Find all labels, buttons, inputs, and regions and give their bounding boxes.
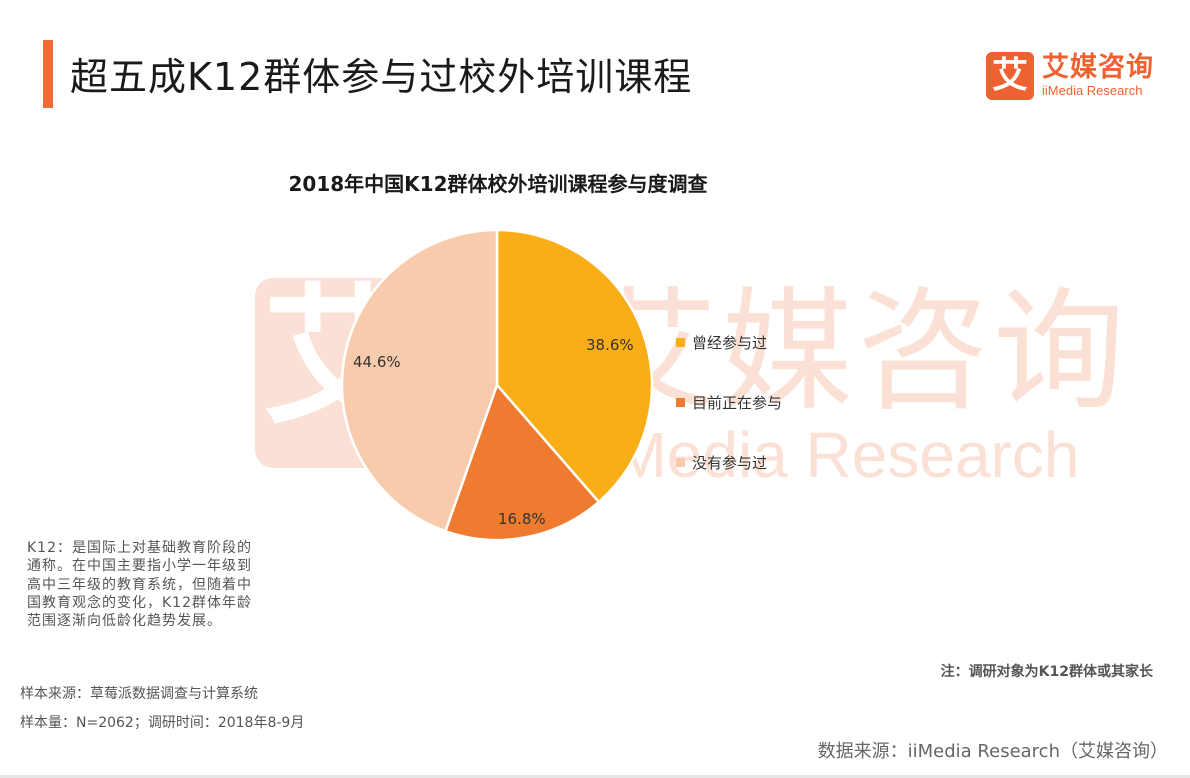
legend-label: 曾经参与过 [692, 333, 768, 352]
k12-definition-note: K12：是国际上对基础教育阶段的通称。在中国主要指小学一年级到高中三年级的教育系… [27, 540, 252, 630]
slice-label-participating: 16.8% [498, 510, 546, 528]
legend-label: 目前正在参与 [692, 393, 783, 412]
legend-item-never: 没有参与过 [676, 452, 782, 472]
bottom-divider [0, 775, 1190, 778]
logo-name-en: iiMedia Research [1042, 83, 1143, 98]
iimedia-logo: 艾 艾媒咨询 iiMedia Research [986, 52, 1154, 100]
pie-slice [495, 228, 654, 504]
legend-swatch-icon [676, 337, 685, 347]
legend-swatch-icon [676, 397, 685, 407]
sample-source: 样本来源：草莓派数据调查与计算系统 [20, 686, 258, 702]
chart-legend: 曾经参与过 目前正在参与 没有参与过 [676, 332, 782, 512]
slice-label-never: 44.6% [353, 353, 401, 371]
legend-swatch-icon [676, 457, 685, 467]
legend-label: 没有参与过 [692, 453, 768, 472]
slice-label-participated: 38.6% [586, 336, 634, 354]
chart-title: 2018年中国K12群体校外培训课程参与度调查 [288, 172, 708, 196]
survey-subject-note: 注：调研对象为K12群体或其家长 [940, 664, 1153, 680]
sample-size: 样本量：N=2062；调研时间：2018年8-9月 [20, 715, 305, 731]
title-accent-bar [43, 40, 53, 108]
logo-name-cn: 艾媒咨询 [1042, 52, 1154, 83]
data-source: 数据来源：iiMedia Research（艾媒咨询） [817, 741, 1168, 762]
legend-item-participated: 曾经参与过 [676, 332, 782, 352]
legend-item-participating: 目前正在参与 [676, 392, 782, 412]
logo-mark-icon: 艾 [986, 52, 1034, 100]
pie-slice [340, 228, 499, 533]
page-title: 超五成K12群体参与过校外培训课程 [70, 55, 693, 99]
